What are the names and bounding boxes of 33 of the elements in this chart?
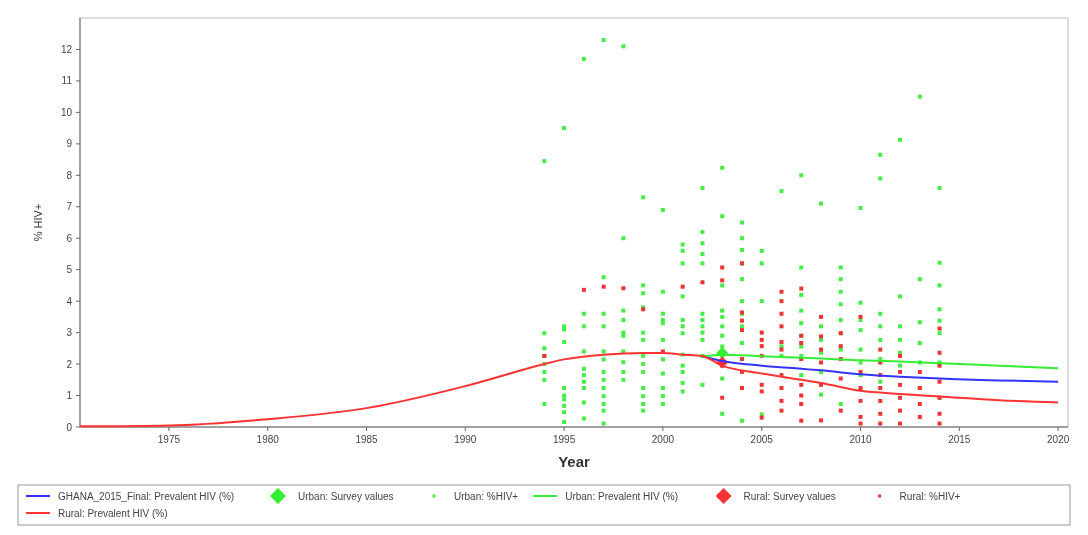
x-tick-label: 1980 [256,434,280,445]
legend-label: Urban: Prevalent HIV (%) [565,490,679,502]
x-tick-label: 2010 [849,434,873,445]
legend-label: Rural: Prevalent HIV (%) [58,507,168,519]
y-tick-label: 9 [66,138,73,150]
y-tick-label: 12 [60,43,73,55]
x-tick-label: 1985 [355,434,379,445]
y-tick-label: 4 [66,295,73,307]
y-tick-label: 1 [66,390,73,402]
y-tick-label: 5 [66,264,73,276]
y-tick-label: 6 [66,232,73,244]
x-tick-label: 2015 [948,434,971,445]
legend-label: Rural: Survey values [743,490,836,502]
x-tick-label: 1995 [552,434,576,445]
y-tick-label: 2 [66,358,73,370]
line-series [701,355,1060,383]
x-tick-label: 1990 [454,434,477,445]
x-tick-label: 2020 [1046,434,1070,445]
x-tick-label: 1975 [157,434,181,445]
y-tick-label: 10 [60,106,73,118]
y-tick-label: 0 [66,421,73,433]
legend-label: Rural: %HIV+ [899,490,961,502]
y-tick-label: 8 [66,169,73,181]
x-axis-title: Year [558,453,591,470]
x-tick-label: 2000 [651,434,675,445]
y-tick-label: 3 [66,327,73,339]
legend-label: Urban: %HIV+ [454,490,519,502]
y-tick-label: 7 [66,201,73,213]
y-tick-label: 11 [61,75,73,87]
x-tick-label: 2005 [750,434,774,445]
y-axis-title: % HIV+ [32,203,44,242]
legend-label: GHANA_2015_Final: Prevalent HIV (%) [58,490,235,502]
legend-label: Urban: Survey values [298,490,394,502]
